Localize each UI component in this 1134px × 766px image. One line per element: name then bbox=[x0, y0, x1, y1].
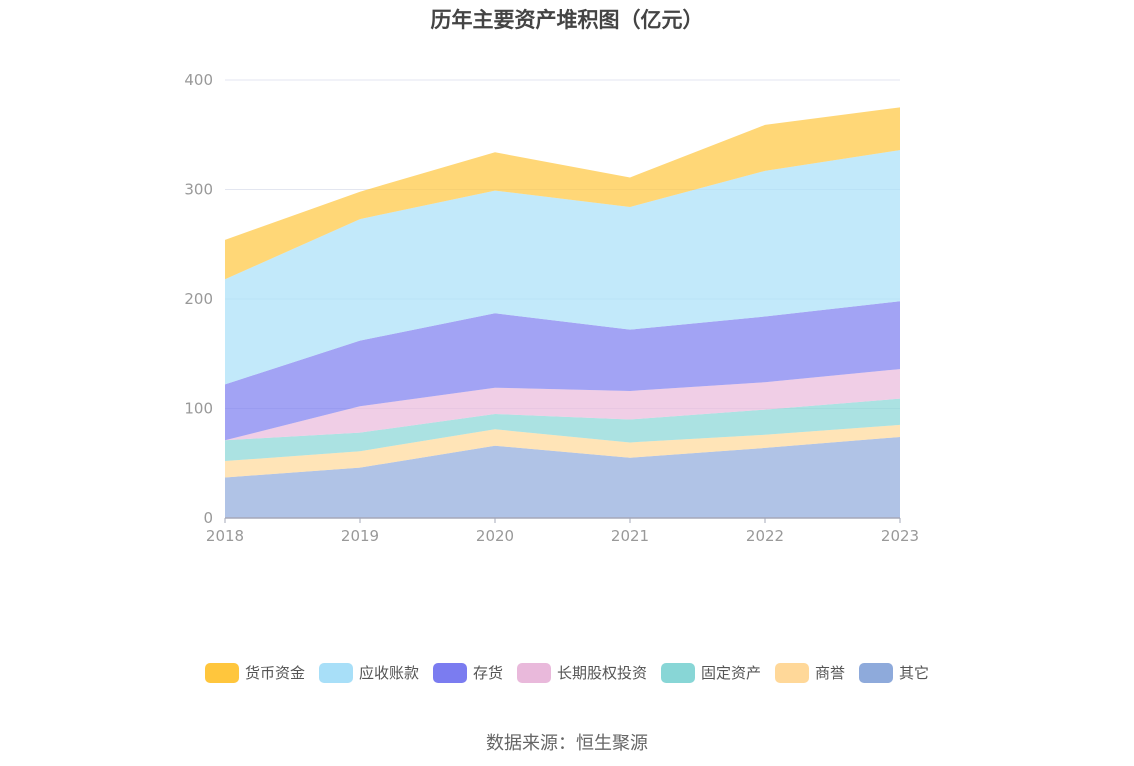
y-tick-label: 100 bbox=[184, 400, 213, 418]
x-tick-label: 2020 bbox=[476, 527, 514, 545]
chart-title: 历年主要资产堆积图（亿元） bbox=[430, 8, 704, 32]
legend-item[interactable]: 固定资产 bbox=[661, 662, 761, 683]
legend-item[interactable]: 货币资金 bbox=[204, 662, 305, 683]
legend-swatch bbox=[775, 662, 810, 683]
legend-label: 长期股权投资 bbox=[556, 664, 647, 682]
y-tick-label: 400 bbox=[184, 71, 213, 89]
legend-swatch bbox=[318, 662, 353, 683]
legend-item[interactable]: 长期股权投资 bbox=[516, 662, 647, 683]
legend-item[interactable]: 应收账款 bbox=[318, 662, 419, 683]
legend-label: 货币资金 bbox=[244, 664, 305, 682]
legend-swatch bbox=[859, 662, 894, 683]
legend-swatch bbox=[204, 662, 239, 683]
legend-swatch bbox=[516, 662, 551, 683]
axes: 0 100 200 300 400 2018 2019 2020 2021 2022 2023 bbox=[184, 71, 919, 545]
x-tick-label: 2023 bbox=[881, 527, 919, 545]
legend-swatch bbox=[432, 662, 467, 683]
legend-label: 商誉 bbox=[815, 664, 846, 682]
area-series-1 bbox=[225, 424, 900, 478]
x-tick-label: 2019 bbox=[341, 527, 379, 545]
legend: 货币资金 应收账款 存货 长期股权投资 固定资产 商誉 其它 bbox=[0, 662, 1134, 683]
legend-label: 应收账款 bbox=[358, 664, 419, 682]
legend-label: 固定资产 bbox=[701, 664, 762, 682]
y-tick-label: 300 bbox=[184, 181, 213, 199]
legend-item[interactable]: 商誉 bbox=[775, 662, 845, 683]
data-source-note: 数据来源：恒生聚源 bbox=[486, 733, 648, 754]
legend-swatch bbox=[661, 662, 695, 683]
x-tick-label: 2018 bbox=[206, 527, 244, 545]
legend-label: 存货 bbox=[472, 664, 503, 682]
area-series-2 bbox=[225, 398, 900, 462]
x-tick-label: 2022 bbox=[746, 527, 784, 545]
legend-item[interactable]: 存货 bbox=[432, 662, 503, 683]
y-tick-label: 0 bbox=[203, 509, 213, 527]
legend-label: 其它 bbox=[899, 664, 930, 682]
area-series-layer bbox=[225, 107, 900, 518]
area-series-5 bbox=[225, 150, 900, 385]
area-series-3 bbox=[225, 369, 900, 441]
area-series-6 bbox=[225, 107, 900, 280]
area-series-0 bbox=[225, 436, 900, 518]
x-tick-label: 2021 bbox=[611, 527, 649, 545]
legend-item[interactable]: 其它 bbox=[859, 662, 929, 683]
y-tick-label: 200 bbox=[184, 290, 213, 308]
area-series-4 bbox=[225, 301, 900, 441]
